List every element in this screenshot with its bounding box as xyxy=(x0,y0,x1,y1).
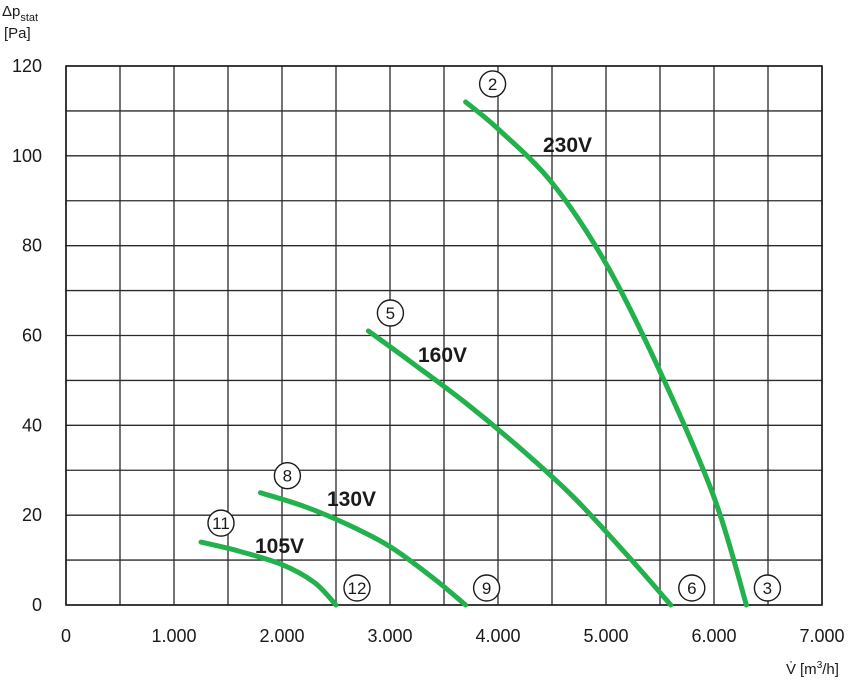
svg-text:5: 5 xyxy=(386,304,395,323)
svg-text:2: 2 xyxy=(488,75,497,94)
curve-label-130V: 130V xyxy=(327,488,376,511)
y-axis-title: Δpstat xyxy=(2,3,38,24)
svg-text:3: 3 xyxy=(763,579,772,598)
curve-105V xyxy=(198,539,339,608)
curve-label-230V: 230V xyxy=(543,134,592,157)
y-tick-label: 120 xyxy=(12,56,42,76)
marker-11: 11 xyxy=(207,509,235,537)
marker-3: 3 xyxy=(753,574,782,602)
curve-160V xyxy=(365,328,674,608)
y-tick-label: 60 xyxy=(22,326,42,346)
svg-text:8: 8 xyxy=(283,467,292,486)
svg-text:9: 9 xyxy=(482,579,491,598)
marker-8: 8 xyxy=(273,462,302,490)
marker-2: 2 xyxy=(478,70,507,98)
x-tick-label: 2.000 xyxy=(259,626,304,646)
curve-label-160V: 160V xyxy=(418,344,467,367)
curve-label-105V: 105V xyxy=(255,535,304,558)
y-axis-unit: [Pa] xyxy=(4,25,31,42)
grid xyxy=(65,65,823,606)
y-tick-label: 100 xyxy=(12,146,42,166)
svg-text:12: 12 xyxy=(348,579,367,598)
x-axis-title: V̇ [m3/h] xyxy=(786,660,839,678)
x-tick-label: 0 xyxy=(61,626,71,646)
y-tick-label: 20 xyxy=(22,505,42,525)
x-tick-label: 1.000 xyxy=(151,626,196,646)
series-curves: 230V 2 3 160V 5 6 130V 8 9 105V 11 12 xyxy=(198,70,782,608)
marker-9: 9 xyxy=(472,574,501,602)
axes: 0 1.000 2.000 3.000 4.000 5.000 6.000 7.000 0 20 4… xyxy=(12,56,845,646)
x-tick-label: 3.000 xyxy=(367,626,412,646)
svg-text:11: 11 xyxy=(212,514,230,533)
y-tick-label: 40 xyxy=(22,415,42,435)
plot-frame xyxy=(65,65,823,606)
marker-6: 6 xyxy=(678,574,706,602)
x-tick-label: 7.000 xyxy=(799,626,844,646)
x-tick-label: 4.000 xyxy=(475,626,520,646)
curve-230V xyxy=(463,99,749,608)
curve-130V xyxy=(257,490,469,608)
y-tick-label: 80 xyxy=(22,236,42,256)
y-tick-label: 0 xyxy=(32,595,42,615)
x-tick-label: 5.000 xyxy=(583,626,628,646)
svg-text:6: 6 xyxy=(687,579,696,598)
x-tick-label: 6.000 xyxy=(691,626,736,646)
marker-5: 5 xyxy=(376,299,405,327)
marker-12: 12 xyxy=(343,574,371,602)
